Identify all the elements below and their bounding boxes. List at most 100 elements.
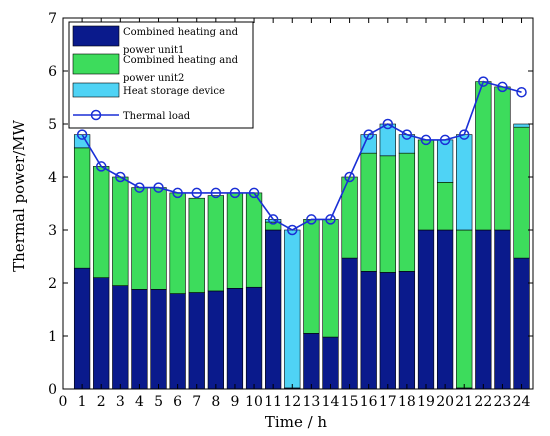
bar-segment-2-h19 [417, 139, 435, 231]
thermal-load-line [81, 80, 522, 231]
bar-segment-1-h13 [303, 333, 320, 390]
bar-segment-1-h16 [360, 271, 377, 390]
bar-segment-3-h20 [436, 139, 454, 183]
x-tick-label-13: 13 [302, 394, 320, 410]
bar-segment-2-h23 [494, 86, 511, 231]
thermal-load-point-h14 [325, 214, 336, 225]
x-tick-label-23: 23 [494, 394, 512, 410]
thermal-load-point-h19 [420, 134, 432, 146]
bar-segment-2-h2 [93, 166, 110, 278]
x-tick-label-19: 19 [417, 394, 435, 410]
thermal-load-point-h12 [287, 224, 298, 236]
x-tick-label-18: 18 [398, 394, 416, 410]
thermal-load-point-h17 [382, 118, 394, 130]
legend-marker-thermal-load [90, 109, 102, 121]
bar-segment-2-h8 [207, 195, 224, 292]
thermal-load-point-h13 [306, 214, 317, 225]
legend-label-combined-heating-and-power-unit2-line1: Combined heating and [123, 55, 239, 66]
bar-segment-1-h14 [322, 336, 339, 390]
bar-segment-2-h16 [360, 152, 377, 272]
legend-swatch-combined-heating-and-power-unit1 [72, 25, 120, 47]
bar-segment-3-h24 [513, 123, 530, 128]
legend-label-thermal-load: Thermal load [123, 111, 191, 122]
bar-segment-1-h8 [207, 290, 224, 390]
thermal-load-point-h16 [363, 129, 374, 140]
legend-label-combined-heating-and-power-unit2-line2: power unit2 [123, 73, 184, 84]
thermal-load-point-h21 [458, 129, 470, 140]
bar-segment-3-h1 [73, 134, 91, 149]
thermal-load-line-layer [76, 76, 527, 236]
y-tick-label-0: 0 [48, 382, 57, 398]
bar-segment-1-h7 [188, 292, 205, 390]
y-tick-label-5: 5 [48, 117, 57, 133]
x-tick-label-24: 24 [513, 394, 531, 410]
plot-frame [62, 17, 534, 390]
thermal-load-point-h8 [210, 187, 222, 199]
x-tick-label-6: 6 [173, 394, 182, 410]
thermal-load-point-h7 [191, 187, 202, 199]
bar-segment-1-h10 [245, 286, 263, 390]
bar-segment-2-h10 [245, 192, 263, 288]
thermal-load-point-h18 [401, 129, 413, 140]
bar-segment-3-h18 [398, 134, 416, 154]
thermal-load-point-h1 [76, 129, 88, 140]
thermal-load-point-h22 [478, 76, 489, 87]
bar-segment-2-h6 [169, 192, 186, 294]
bar-segment-2-h3 [112, 176, 129, 286]
x-tick-label-11: 11 [264, 394, 282, 410]
y-tick-label-3: 3 [48, 223, 57, 239]
bar-segment-1-h2 [93, 277, 110, 390]
bar-segment-1-h17 [379, 272, 396, 390]
thermal-load-point-h9 [229, 187, 241, 199]
bars-layer [73, 81, 530, 390]
bar-segment-1-h11 [265, 229, 282, 390]
bar-segment-1-h15 [341, 257, 358, 390]
bar-segment-1-h6 [169, 293, 186, 390]
bar-segment-1-h22 [475, 229, 492, 390]
thermal-load-point-h3 [115, 171, 126, 183]
x-tick-label-10: 10 [245, 394, 263, 410]
y-tick-label-4: 4 [48, 170, 57, 186]
legend-swatch-combined-heating-and-power-unit2 [72, 53, 120, 75]
thermal-load-point-h6 [172, 187, 183, 199]
x-tick-label-12: 12 [283, 394, 301, 410]
bar-segment-2-h9 [226, 192, 244, 289]
x-tick-label-7: 7 [192, 394, 201, 410]
x-tick-label-16: 16 [360, 394, 378, 410]
legend-label-combined-heating-and-power-unit1-line2: power unit1 [123, 45, 184, 56]
bar-segment-2-h21 [456, 229, 473, 389]
bar-segment-2-h24 [513, 126, 530, 259]
thermal-load-point-h4 [134, 182, 145, 193]
bar-segment-1-h18 [398, 271, 416, 390]
thermal-load-point-h5 [153, 182, 164, 193]
legend-label-heat-storage-device: Heat storage device [123, 86, 225, 97]
bar-segment-1-h5 [150, 289, 167, 390]
bar-segment-3-h21 [456, 134, 473, 231]
y-axis-title: Thermal power/MW [10, 120, 28, 272]
x-tick-label-17: 17 [379, 394, 397, 410]
x-tick-label-4: 4 [135, 394, 144, 410]
bar-segment-1-h19 [417, 229, 435, 390]
thermal-load-point-h20 [439, 134, 451, 146]
bar-segment-2-h22 [475, 81, 492, 231]
thermal-load-point-h10 [248, 187, 260, 199]
legend-swatch-heat-storage-device [72, 82, 120, 98]
bar-segment-2-h17 [379, 155, 396, 273]
legend-label-combined-heating-and-power-unit1-line1: Combined heating and [123, 27, 239, 38]
thermal-load-point-h24 [516, 86, 527, 98]
thermal-load-point-h15 [344, 171, 355, 183]
bar-segment-1-h20 [436, 229, 454, 390]
x-tick-label-14: 14 [322, 394, 340, 410]
x-tick-label-9: 9 [230, 394, 239, 410]
bar-segment-1-h24 [513, 257, 530, 390]
bar-segment-2-h18 [398, 152, 416, 272]
bar-segment-2-h4 [131, 187, 148, 290]
thermal-load-point-h23 [497, 81, 508, 93]
bar-segment-2-h13 [303, 219, 320, 334]
x-tick-label-3: 3 [116, 394, 125, 410]
bar-segment-2-h5 [150, 187, 167, 290]
x-axis-title: Time / h [265, 413, 327, 431]
